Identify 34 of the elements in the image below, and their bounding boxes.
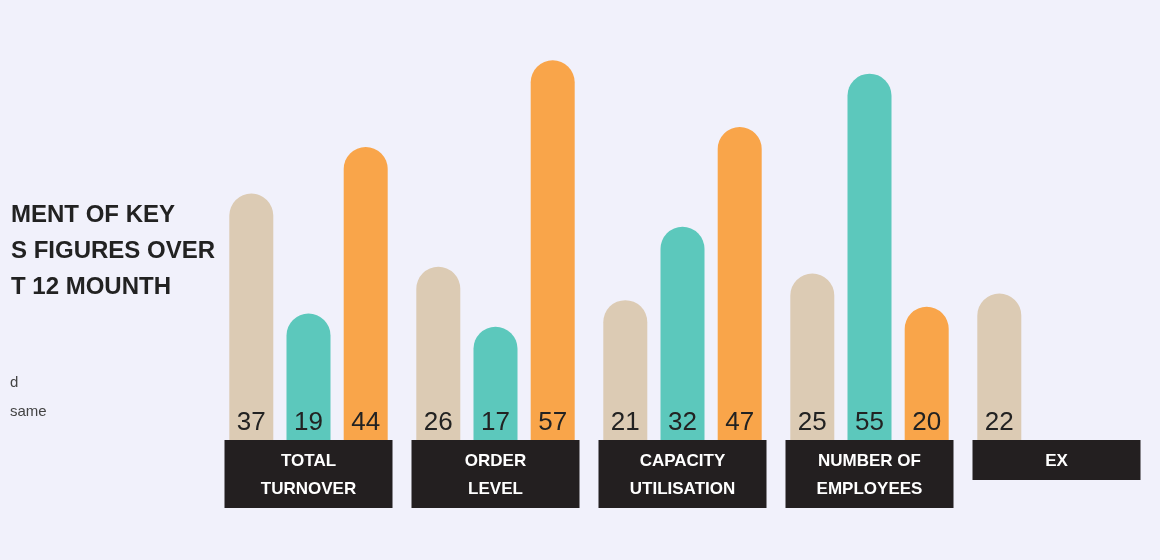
data-label: 55: [855, 406, 884, 436]
data-label: 57: [538, 406, 568, 436]
data-label: 32: [668, 406, 697, 436]
bar: [343, 146, 388, 440]
data-label: 19: [294, 406, 323, 436]
bar: [660, 226, 705, 440]
bar: [790, 273, 835, 440]
bar: [286, 313, 331, 440]
text: same: [10, 402, 47, 419]
x-tick-label: EX: [1045, 450, 1069, 470]
data-label: 47: [725, 406, 755, 436]
data-label: 44: [351, 406, 381, 436]
data-label: 20: [912, 406, 942, 436]
data-label: 22: [984, 406, 1014, 436]
data-label: 26: [423, 406, 453, 436]
bar: [977, 293, 1022, 440]
x-tick-label: CAPACITY UTILISATION: [629, 450, 736, 498]
bar: [717, 126, 762, 440]
x-tick-label: NUMBER OF EMPLOYEES: [816, 450, 923, 498]
data-label: 17: [481, 406, 510, 436]
bar: [603, 300, 648, 440]
bar: [416, 266, 461, 440]
data-label: 37: [236, 406, 266, 436]
x-tick-label: ORDER LEVEL: [464, 450, 527, 498]
x-tick-label: TOTAL TURNOVER: [260, 450, 357, 498]
text: d: [10, 373, 19, 390]
bar: [530, 60, 575, 440]
bar: [847, 73, 892, 440]
data-label: 21: [610, 406, 640, 436]
bar: [904, 306, 949, 440]
data-label: 25: [797, 406, 827, 436]
text: MENT OF KEY S FIGURES OVER T 12 MOUNTH: [11, 199, 216, 299]
bar: [229, 193, 274, 440]
bar: [473, 326, 518, 440]
